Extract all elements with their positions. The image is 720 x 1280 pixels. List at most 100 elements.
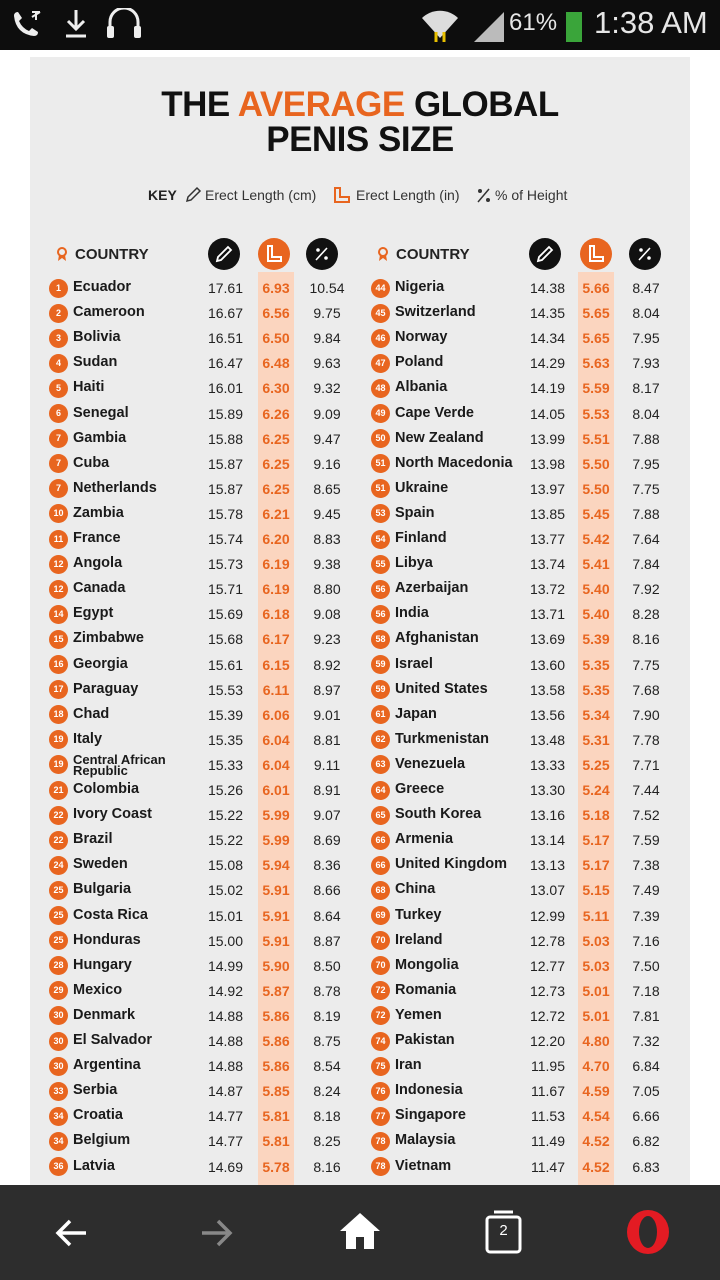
length-cm: 13.97 xyxy=(529,480,565,497)
country-name: Costa Rica xyxy=(73,906,148,923)
length-cm: 15.87 xyxy=(207,455,243,472)
country-name: Turkey xyxy=(395,906,442,923)
country-name: Switzerland xyxy=(395,304,476,321)
length-cm: 15.88 xyxy=(207,430,243,447)
length-cm: 15.08 xyxy=(207,857,243,874)
percent-height: 7.52 xyxy=(632,807,660,824)
rank-badge: 33 xyxy=(49,1081,68,1101)
length-cm: 13.16 xyxy=(529,807,565,824)
country-name: Sudan xyxy=(73,354,118,371)
length-cm: 13.69 xyxy=(529,631,565,648)
country-name: Ecuador xyxy=(73,279,132,295)
length-cm: 13.13 xyxy=(529,857,565,874)
pencil-icon xyxy=(185,186,202,203)
length-cm: 15.71 xyxy=(207,581,243,598)
length-in: 5.35 xyxy=(582,681,610,698)
percent-height: 7.05 xyxy=(632,1083,660,1100)
country-name: Belgium xyxy=(73,1132,131,1149)
length-in: 4.52 xyxy=(582,1158,610,1175)
length-cm: 15.78 xyxy=(207,505,243,522)
length-cm: 15.73 xyxy=(207,556,243,573)
country-name: Senegal xyxy=(73,404,129,421)
country-name: Gambia xyxy=(73,429,127,446)
length-cm: 15.53 xyxy=(207,681,243,698)
column-header: COUNTRY xyxy=(75,246,149,263)
percent-height: 8.18 xyxy=(313,1108,341,1125)
rank-badge: 34 xyxy=(49,1131,68,1151)
percent-height: 9.09 xyxy=(313,405,341,422)
length-cm: 14.35 xyxy=(529,305,565,322)
in-column-icon xyxy=(580,238,612,270)
rank-badge: 51 xyxy=(371,479,390,499)
length-cm: 14.99 xyxy=(207,957,243,974)
length-in: 6.11 xyxy=(262,681,290,698)
percent-height: 8.28 xyxy=(632,606,660,623)
length-in: 5.94 xyxy=(262,857,290,874)
tabs-button[interactable] xyxy=(484,1209,524,1255)
country-name: Poland xyxy=(395,354,444,371)
key-entry: % of Height xyxy=(495,187,568,203)
status-bar: 61% 1:38 AM xyxy=(0,0,720,50)
rank-badge: 44 xyxy=(371,278,390,298)
country-name: Egypt xyxy=(73,605,114,622)
length-cm: 15.61 xyxy=(207,656,243,673)
browser-nav-bar: 2 xyxy=(0,1185,720,1280)
percent-height: 6.84 xyxy=(632,1058,660,1075)
country-name: Angola xyxy=(73,555,123,572)
rank-badge: 24 xyxy=(49,855,68,875)
country-name: Mexico xyxy=(73,981,123,998)
percent-height: 7.38 xyxy=(632,857,660,874)
country-name: Malaysia xyxy=(395,1132,456,1149)
percent-height: 7.32 xyxy=(632,1033,660,1049)
length-cm: 15.01 xyxy=(207,907,243,924)
home-button[interactable] xyxy=(338,1211,382,1251)
percent-height: 9.47 xyxy=(313,430,341,447)
length-cm: 13.33 xyxy=(529,756,565,773)
percent-height: 9.38 xyxy=(313,556,341,573)
country-name: Yemen xyxy=(395,1006,442,1023)
country-name: Vietnam xyxy=(395,1157,452,1174)
length-in: 6.26 xyxy=(262,405,290,422)
country-name: Denmark xyxy=(73,1006,136,1023)
length-cm: 14.77 xyxy=(207,1133,243,1150)
country-name: Ivory Coast xyxy=(73,806,152,823)
percent-height: 8.75 xyxy=(313,1033,341,1049)
length-in: 5.51 xyxy=(582,430,610,447)
percent-height: 7.93 xyxy=(632,355,660,372)
length-cm: 14.34 xyxy=(529,330,565,347)
rank-badge: 12 xyxy=(49,579,68,599)
length-cm: 12.20 xyxy=(529,1033,565,1049)
length-in: 4.80 xyxy=(582,1033,610,1049)
forward-button[interactable] xyxy=(196,1213,236,1253)
country-name: Argentina xyxy=(73,1057,141,1074)
length-in: 5.25 xyxy=(582,756,610,773)
length-in: 5.03 xyxy=(582,932,610,949)
length-in: 4.52 xyxy=(582,1133,610,1150)
tab-count: 2 xyxy=(499,1222,508,1239)
rank-badge: 75 xyxy=(371,1056,390,1076)
percent-height: 8.16 xyxy=(632,631,660,648)
rank-badge: 78 xyxy=(371,1131,390,1151)
title-word: AVERAGE xyxy=(237,85,406,124)
country-name: Paraguay xyxy=(73,680,139,697)
country-name: Zimbabwe xyxy=(73,630,144,647)
percent-height: 9.45 xyxy=(313,505,341,522)
percent-height: 7.16 xyxy=(632,932,660,949)
percent-height: 8.25 xyxy=(313,1133,341,1150)
length-cm: 14.88 xyxy=(207,1058,243,1075)
country-name: Brazil xyxy=(73,831,113,848)
percent-height: 7.44 xyxy=(632,782,660,798)
country-name: Cape Verde xyxy=(395,404,474,421)
length-in: 5.50 xyxy=(582,455,610,472)
opera-menu-button[interactable] xyxy=(624,1208,672,1256)
percent-height: 6.83 xyxy=(632,1158,660,1175)
percent-height: 8.92 xyxy=(313,656,341,673)
rank-badge: 58 xyxy=(371,629,390,649)
length-cm: 13.30 xyxy=(529,782,565,798)
length-in: 5.18 xyxy=(582,807,610,824)
back-button[interactable] xyxy=(52,1213,92,1253)
signal-icons xyxy=(422,10,582,42)
length-cm: 14.88 xyxy=(207,1033,243,1049)
length-in: 5.50 xyxy=(582,480,610,497)
length-cm: 16.01 xyxy=(207,380,243,397)
